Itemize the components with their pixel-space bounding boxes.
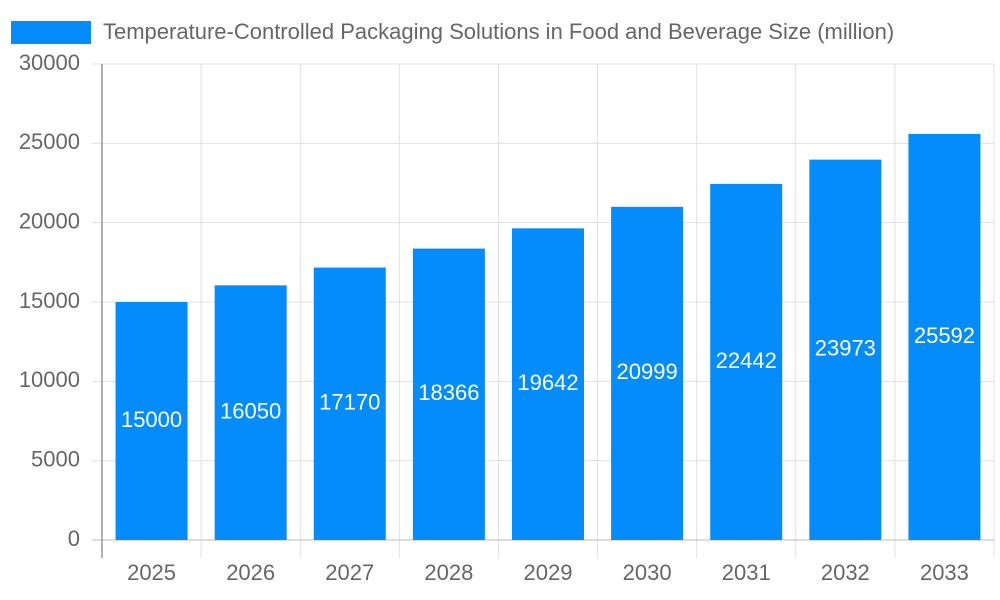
x-tick-label: 2028 — [424, 560, 473, 585]
data-label: 23973 — [815, 336, 876, 361]
bar — [412, 248, 485, 540]
data-label: 18366 — [418, 380, 479, 405]
bar — [313, 267, 386, 540]
bar — [512, 228, 584, 541]
bar — [611, 206, 684, 541]
data-label: 16050 — [220, 398, 281, 423]
data-label: 25592 — [914, 323, 975, 348]
legend-label[interactable]: Temperature-Controlled Packaging Solutio… — [103, 19, 894, 44]
y-tick-label: 5000 — [31, 446, 80, 471]
x-tick-label: 2032 — [821, 560, 870, 585]
x-tick-label: 2025 — [127, 560, 176, 585]
bar — [809, 159, 882, 540]
data-label: 15000 — [121, 407, 182, 432]
x-tick-label: 2027 — [325, 560, 374, 585]
x-tick-label: 2030 — [623, 560, 672, 585]
bar — [908, 133, 981, 541]
data-label: 19642 — [517, 370, 578, 395]
y-tick-label: 15000 — [19, 288, 80, 313]
data-label: 17170 — [319, 390, 380, 415]
x-tick-label: 2029 — [524, 560, 573, 585]
y-tick-label: 30000 — [19, 50, 80, 75]
data-label: 22442 — [716, 348, 777, 373]
x-tick-label: 2031 — [722, 560, 771, 585]
x-tick-label: 2026 — [226, 560, 275, 585]
y-tick-label: 10000 — [19, 367, 80, 392]
bar — [710, 183, 783, 540]
x-tick-label: 2033 — [920, 560, 969, 585]
y-tick-label: 0 — [68, 526, 80, 551]
data-label: 20999 — [617, 359, 678, 384]
y-tick-label: 20000 — [19, 208, 80, 233]
bar — [115, 302, 188, 540]
legend-swatch[interactable] — [11, 21, 91, 44]
bar — [214, 285, 287, 540]
y-tick-label: 25000 — [19, 129, 80, 154]
